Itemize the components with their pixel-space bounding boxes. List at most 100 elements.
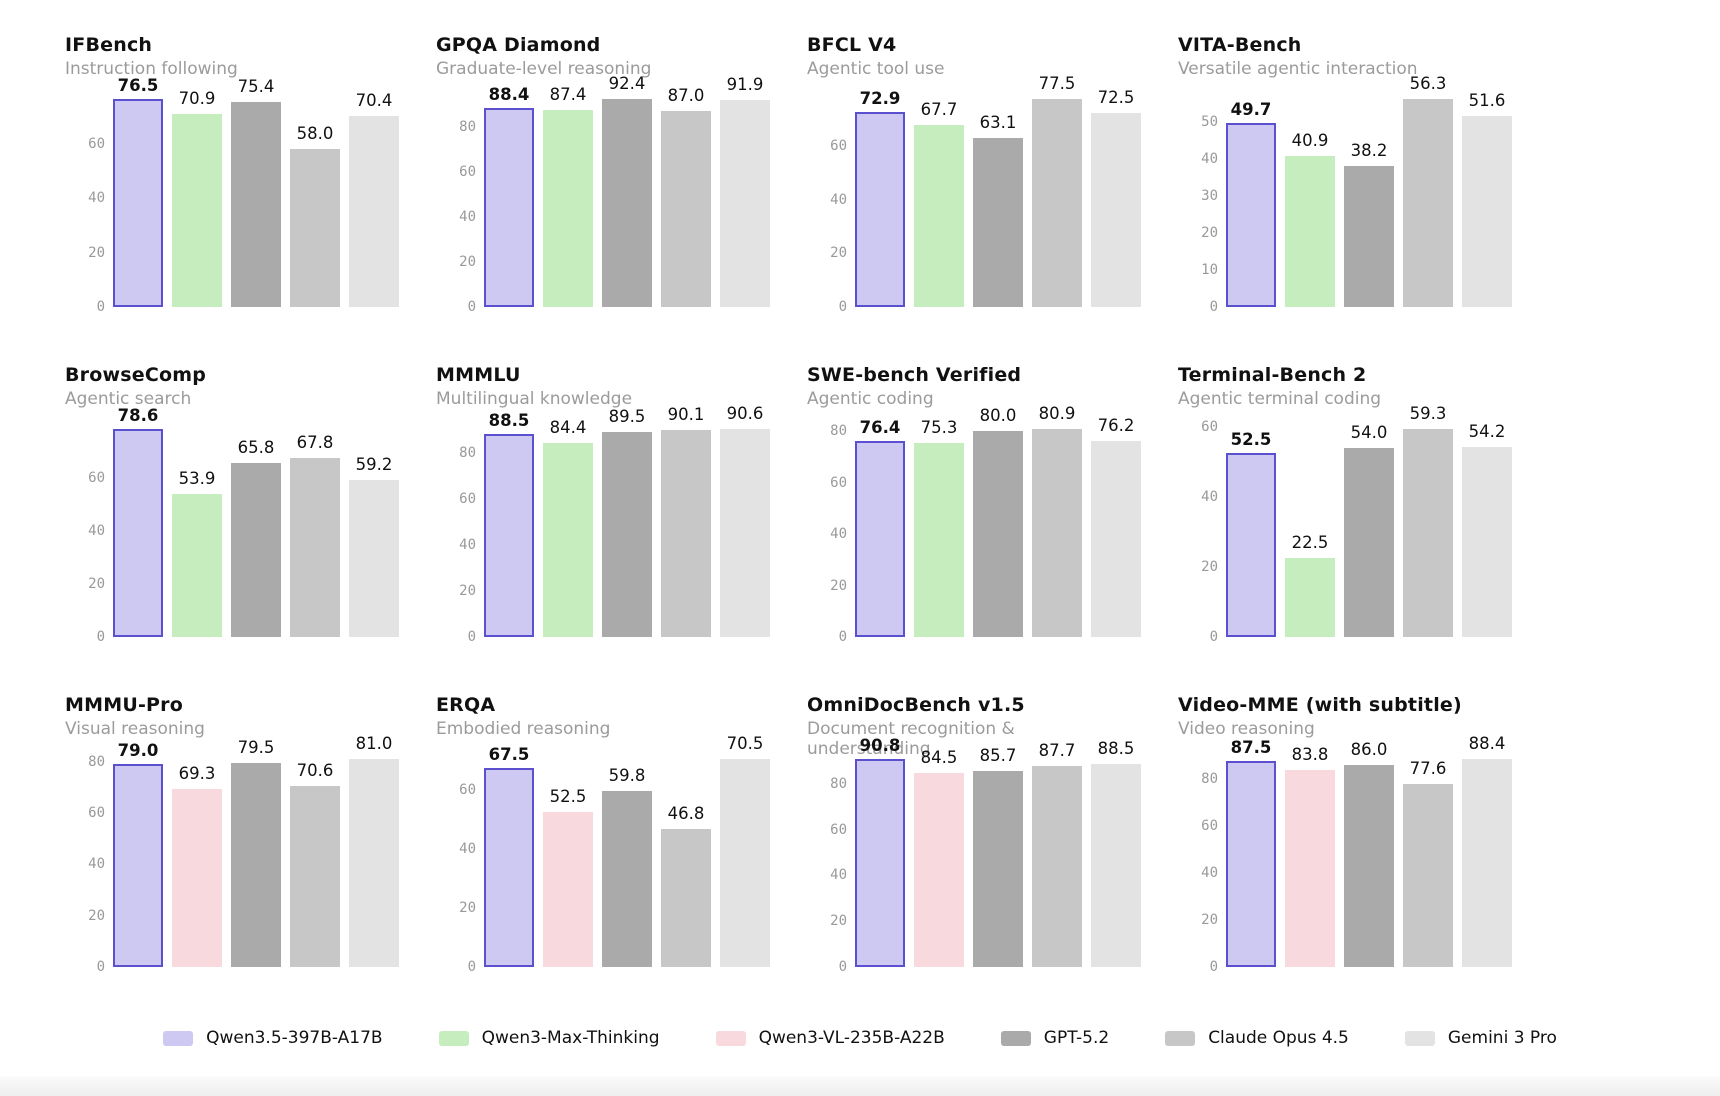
bar-gemini-3-pro: 70.4 <box>349 91 399 307</box>
legend-label: Qwen3-Max-Thinking <box>481 1028 660 1048</box>
chart-plot: 0 20 40 60 52.5 22.5 54.0 59.3 54.2 <box>1178 404 1512 645</box>
bar-gemini-3-pro: 59.2 <box>349 455 399 637</box>
y-axis-tick: 20 <box>459 900 476 917</box>
chart-plot: 0 20 40 60 80 90.8 84.5 85.7 87.7 88.5 <box>807 736 1141 975</box>
y-axis-tick: 20 <box>1201 225 1218 242</box>
chart-title: OmniDocBench v1.5 <box>807 694 1025 716</box>
chart-subtitle: Agentic coding <box>807 389 934 409</box>
chart-subtitle: Instruction following <box>65 59 238 79</box>
bottom-strip <box>0 1076 1720 1096</box>
chart-plot: 0 20 40 60 80 88.4 87.4 92.4 87.0 91.9 <box>436 74 770 315</box>
y-axis-tick: 80 <box>830 775 847 792</box>
y-axis-tick: 10 <box>1201 262 1218 279</box>
bar-claude-opus-4-5: 67.8 <box>290 433 340 637</box>
y-axis-tick: 60 <box>88 470 105 487</box>
bar-qwen3-max-thinking: 53.9 <box>172 469 222 637</box>
bar-value-label: 65.8 <box>237 437 275 457</box>
y-axis-tick: 40 <box>830 867 847 884</box>
legend-label: Claude Opus 4.5 <box>1208 1028 1349 1048</box>
y-axis-tick: 40 <box>1201 488 1218 505</box>
bar-value-label: 91.9 <box>726 75 764 95</box>
bar-value-label: 38.2 <box>1350 140 1388 160</box>
y-axis-tick: 60 <box>459 491 476 508</box>
bar-value-label: 22.5 <box>1291 533 1329 553</box>
chart-title: IFBench <box>65 34 153 56</box>
y-axis-tick: 20 <box>1201 911 1218 928</box>
bar-gpt-5-2: 86.0 <box>1344 740 1394 967</box>
y-axis-tick: 0 <box>96 629 105 645</box>
bar-value-label: 89.5 <box>608 406 646 426</box>
chart-subtitle: Agentic terminal coding <box>1178 389 1382 409</box>
bar-value-label: 88.4 <box>488 85 530 105</box>
y-axis-tick: 0 <box>838 299 847 315</box>
chart-omnidocbench-v1-5: OmniDocBench v1.5 Document recognition & … <box>770 684 1141 1014</box>
bar-value-label: 79.0 <box>117 741 159 761</box>
legend-swatch-claude-opus-4-5 <box>1165 1030 1196 1046</box>
bar-qwen3-5-397b-a17b: 87.5 <box>1226 738 1276 967</box>
bar-claude-opus-4-5: 59.3 <box>1403 404 1453 637</box>
y-axis-tick: 60 <box>1201 817 1218 834</box>
chart-subtitle: Multilingual knowledge <box>436 389 633 409</box>
bar-value-label: 92.4 <box>608 74 646 94</box>
y-axis-tick: 20 <box>88 244 105 261</box>
y-axis-tick: 40 <box>830 526 847 543</box>
y-axis-tick: 60 <box>459 782 476 799</box>
bar-value-label: 67.5 <box>488 744 530 764</box>
y-axis-tick: 20 <box>88 576 105 593</box>
legend-swatch-qwen3-5-397b-a17b <box>163 1030 194 1046</box>
bar-qwen3-5-397b-a17b: 76.5 <box>113 76 163 307</box>
y-axis-tick: 60 <box>830 474 847 491</box>
bar-value-label: 79.5 <box>237 737 275 757</box>
bar-value-label: 63.1 <box>979 112 1017 132</box>
bar-value-label: 90.6 <box>726 404 764 423</box>
bar-value-label: 70.5 <box>726 734 764 754</box>
bar-claude-opus-4-5: 46.8 <box>661 804 711 967</box>
bars-group: 87.5 83.8 86.0 77.6 88.4 <box>1226 734 1512 967</box>
bar-value-label: 86.0 <box>1350 739 1388 759</box>
y-axis-tick: 20 <box>830 577 847 594</box>
chart-plot: 0 20 40 60 80 76.4 75.3 80.0 80.9 76.2 <box>807 404 1141 645</box>
chart-title: MMMU-Pro <box>65 694 183 716</box>
chart-plot: 0 10 20 30 40 50 49.7 40.9 38.2 56.3 51.6 <box>1178 74 1512 315</box>
bar-value-label: 67.7 <box>920 100 958 120</box>
y-axis-tick: 20 <box>459 583 476 600</box>
bar-qwen3-max-thinking: 84.4 <box>543 418 593 637</box>
bar-gpt-5-2: 80.0 <box>973 406 1023 637</box>
bar-qwen3-5-397b-a17b: 88.5 <box>484 411 534 637</box>
bar-value-label: 87.0 <box>667 86 705 106</box>
chart-vita-bench: VITA-Bench Versatile agentic interaction 0… <box>1141 24 1512 354</box>
bar-qwen3-5-397b-a17b: 72.9 <box>855 89 905 307</box>
legend-item-gemini-3-pro: Gemini 3 Pro <box>1404 1028 1557 1048</box>
y-axis-tick: 60 <box>1201 418 1218 435</box>
chart-video-mme-with-subtitle: Video-MME (with subtitle) Video reasoning… <box>1141 684 1512 1014</box>
bar-gemini-3-pro: 91.9 <box>720 75 770 307</box>
bar-gpt-5-2: 92.4 <box>602 74 652 307</box>
bar-value-label: 70.4 <box>355 90 393 110</box>
bars-group: 49.7 40.9 38.2 56.3 51.6 <box>1226 74 1512 307</box>
chart-plot: 0 20 40 60 72.9 67.7 63.1 77.5 72.5 <box>807 74 1141 315</box>
bar-claude-opus-4-5: 77.6 <box>1403 759 1453 967</box>
y-axis-tick: 80 <box>88 753 105 770</box>
bar-gemini-3-pro: 88.5 <box>1091 739 1141 967</box>
legend-swatch-qwen3-max-thinking <box>438 1030 469 1046</box>
bar-value-label: 67.8 <box>296 432 334 452</box>
bar-value-label: 72.9 <box>859 88 901 108</box>
bar-claude-opus-4-5: 77.5 <box>1032 74 1082 307</box>
chart-subtitle: Agentic search <box>65 389 192 409</box>
bar-claude-opus-4-5: 90.1 <box>661 405 711 637</box>
bar-value-label: 80.9 <box>1038 403 1076 423</box>
bar-value-label: 88.5 <box>1097 739 1135 759</box>
bar-value-label: 87.7 <box>1038 741 1076 761</box>
bar-gemini-3-pro: 54.2 <box>1462 422 1512 637</box>
bar-value-label: 88.5 <box>488 410 530 430</box>
y-axis-tick: 20 <box>88 907 105 924</box>
y-axis-tick: 40 <box>1201 151 1218 168</box>
bar-qwen3-vl-235b-a22b: 83.8 <box>1285 745 1335 967</box>
bar-value-label: 72.5 <box>1097 87 1135 107</box>
bar-value-label: 46.8 <box>667 804 705 823</box>
bar-gemini-3-pro: 76.2 <box>1091 416 1141 637</box>
chart-gpqa-diamond: GPQA Diamond Graduate-level reasoning 0 20 4… <box>399 24 770 354</box>
bar-gpt-5-2: 75.4 <box>231 77 281 307</box>
bar-value-label: 76.4 <box>859 417 901 437</box>
